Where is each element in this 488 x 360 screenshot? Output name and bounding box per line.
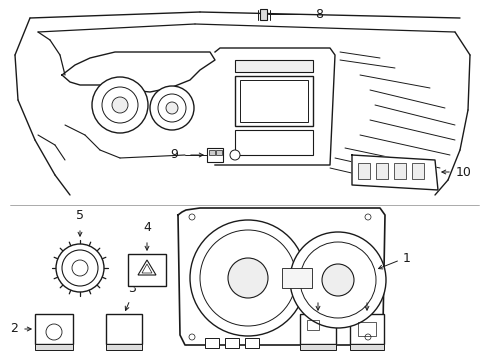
Bar	[235, 130, 312, 155]
Circle shape	[227, 258, 267, 298]
Text: 5: 5	[76, 209, 84, 222]
Circle shape	[112, 97, 128, 113]
Bar	[393, 163, 405, 179]
Bar	[375, 163, 387, 179]
Circle shape	[92, 77, 148, 133]
Bar	[282, 268, 311, 288]
Bar	[204, 338, 219, 348]
Circle shape	[289, 232, 385, 328]
Bar	[244, 338, 259, 348]
Bar	[306, 320, 318, 330]
Circle shape	[56, 244, 104, 292]
Circle shape	[321, 264, 353, 296]
Bar	[260, 9, 266, 20]
Bar	[357, 163, 369, 179]
Bar	[35, 314, 73, 344]
Bar	[299, 314, 335, 344]
Bar	[206, 148, 223, 162]
Bar	[128, 254, 165, 286]
Bar	[35, 344, 73, 350]
Circle shape	[165, 102, 178, 114]
Bar	[224, 338, 239, 348]
Bar	[349, 344, 383, 350]
Circle shape	[229, 150, 240, 160]
Text: 7: 7	[362, 281, 370, 294]
Text: 3: 3	[128, 282, 136, 295]
Bar	[235, 76, 312, 126]
Circle shape	[150, 86, 194, 130]
Text: 4: 4	[143, 221, 151, 234]
Bar	[106, 344, 142, 350]
Bar	[106, 314, 142, 344]
Polygon shape	[178, 208, 384, 345]
Bar	[299, 344, 335, 350]
Text: 10: 10	[455, 166, 471, 179]
Bar	[357, 322, 375, 336]
Text: 2: 2	[10, 323, 18, 336]
Bar	[208, 150, 215, 155]
Bar	[240, 80, 307, 122]
Bar	[235, 60, 312, 72]
Polygon shape	[351, 155, 437, 190]
Text: 6: 6	[313, 281, 321, 294]
Bar	[411, 163, 423, 179]
Bar	[216, 150, 222, 155]
Bar	[349, 314, 383, 344]
Text: 9: 9	[170, 148, 178, 162]
Text: 1: 1	[402, 252, 410, 265]
Circle shape	[190, 220, 305, 336]
Text: 8: 8	[314, 8, 323, 21]
